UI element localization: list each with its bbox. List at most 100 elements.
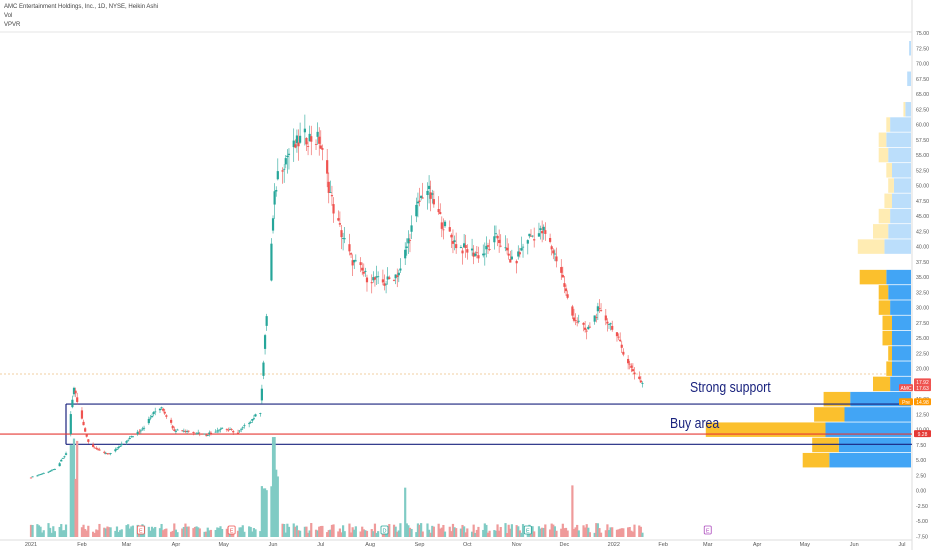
volume-bar: [638, 525, 641, 537]
volume-bar: [418, 524, 421, 537]
volume-bar: [455, 528, 458, 537]
candle-body: [421, 197, 424, 199]
volume-bar: [466, 528, 469, 537]
volume-bar: [165, 528, 168, 537]
candle-body: [297, 142, 300, 147]
y-tick-label: 5.00: [916, 458, 926, 464]
candle-body: [249, 422, 252, 423]
candle-body: [276, 171, 279, 180]
y-tick-label: 25.00: [916, 336, 929, 342]
candle-body: [93, 447, 96, 449]
candle-body: [219, 428, 222, 430]
candle-body: [529, 235, 533, 237]
x-tick-label: Feb: [658, 542, 667, 548]
volume-bar: [477, 526, 480, 537]
candle-body: [109, 453, 112, 455]
volume-bar: [281, 523, 284, 537]
volume-bar: [555, 530, 558, 537]
volume-bar: [448, 526, 451, 537]
volume-bar: [377, 531, 380, 537]
candle-body: [343, 238, 346, 240]
candle-body: [394, 274, 397, 279]
candle-body: [609, 323, 612, 325]
x-tick-label: Jun: [269, 542, 278, 548]
volume-bar: [427, 529, 431, 537]
candle-body: [587, 326, 590, 330]
volume-bar: [604, 530, 607, 537]
candle-body: [359, 262, 362, 266]
volume-bar: [564, 527, 568, 537]
volume-bar: [330, 524, 334, 537]
y-tick-label: 27.50: [916, 321, 929, 327]
volume-bar: [582, 525, 585, 537]
volume-bar: [351, 527, 354, 537]
y-tick-label: 55.00: [916, 153, 929, 159]
candle-body: [209, 432, 213, 434]
x-tick-label: Apr: [753, 542, 762, 548]
volume-bar: [262, 488, 265, 537]
vp-up-bar: [888, 224, 911, 239]
vp-up-bar: [892, 315, 911, 331]
candle-body: [115, 448, 119, 450]
candle-body: [127, 440, 130, 442]
candle-body: [292, 140, 295, 148]
volume-bar: [498, 530, 501, 537]
y-tick-label: -2.50: [916, 504, 928, 510]
volume-bar: [343, 531, 346, 537]
candle-body: [72, 387, 76, 395]
pre-badge: Pre: [902, 400, 910, 406]
candle-body: [198, 433, 201, 435]
volume-bar: [310, 523, 313, 537]
volume-bar: [518, 530, 521, 537]
candle-body: [299, 135, 302, 143]
volume-bar: [507, 524, 510, 537]
candle-body: [80, 410, 84, 419]
candle-body: [588, 326, 592, 328]
y-tick-label: -5.00: [916, 519, 928, 525]
candle-body: [561, 274, 564, 278]
candle-body: [103, 451, 106, 453]
volume-bar: [114, 530, 117, 537]
ticker-badge: AMC: [900, 386, 912, 392]
y-tick-label: 35.00: [916, 275, 929, 281]
volume-bar: [408, 527, 412, 537]
candle-body: [174, 431, 178, 432]
candle-body: [617, 336, 620, 338]
volume-bar: [426, 523, 429, 537]
volume-bar: [87, 525, 90, 537]
candle-body: [383, 283, 386, 286]
price-badge-1-bg: [914, 378, 931, 386]
volume-bar: [243, 531, 246, 537]
candle-body: [241, 427, 244, 429]
volume-bar: [628, 527, 631, 537]
volume-bar: [53, 531, 56, 537]
candle-body: [74, 390, 77, 394]
volume-bar: [372, 531, 375, 537]
vp-up-bar: [890, 300, 911, 315]
candle-body: [225, 428, 228, 430]
volume-bar: [474, 532, 477, 537]
volume-bar: [607, 530, 611, 537]
candle-body: [475, 252, 478, 254]
candle-body: [283, 168, 286, 170]
candle-body: [584, 327, 587, 330]
candle-body: [485, 245, 488, 250]
volume-bar: [82, 524, 85, 537]
vp-up-bar: [909, 41, 911, 56]
candle-body: [275, 190, 278, 192]
volume-bar: [249, 527, 252, 537]
volume-bar: [104, 528, 107, 537]
candle-body: [404, 249, 407, 259]
candle-body: [615, 332, 619, 337]
candle-body: [107, 453, 111, 455]
candle-body: [384, 283, 388, 285]
candle-body: [327, 181, 330, 193]
candle-body: [228, 428, 232, 430]
candle-body: [563, 283, 566, 287]
volume-bar: [539, 528, 542, 537]
volume-bar: [464, 532, 467, 537]
volume-bar: [273, 437, 276, 537]
candle-body: [622, 351, 625, 355]
volume-bar: [576, 524, 579, 537]
vp-up-bar: [905, 102, 911, 117]
